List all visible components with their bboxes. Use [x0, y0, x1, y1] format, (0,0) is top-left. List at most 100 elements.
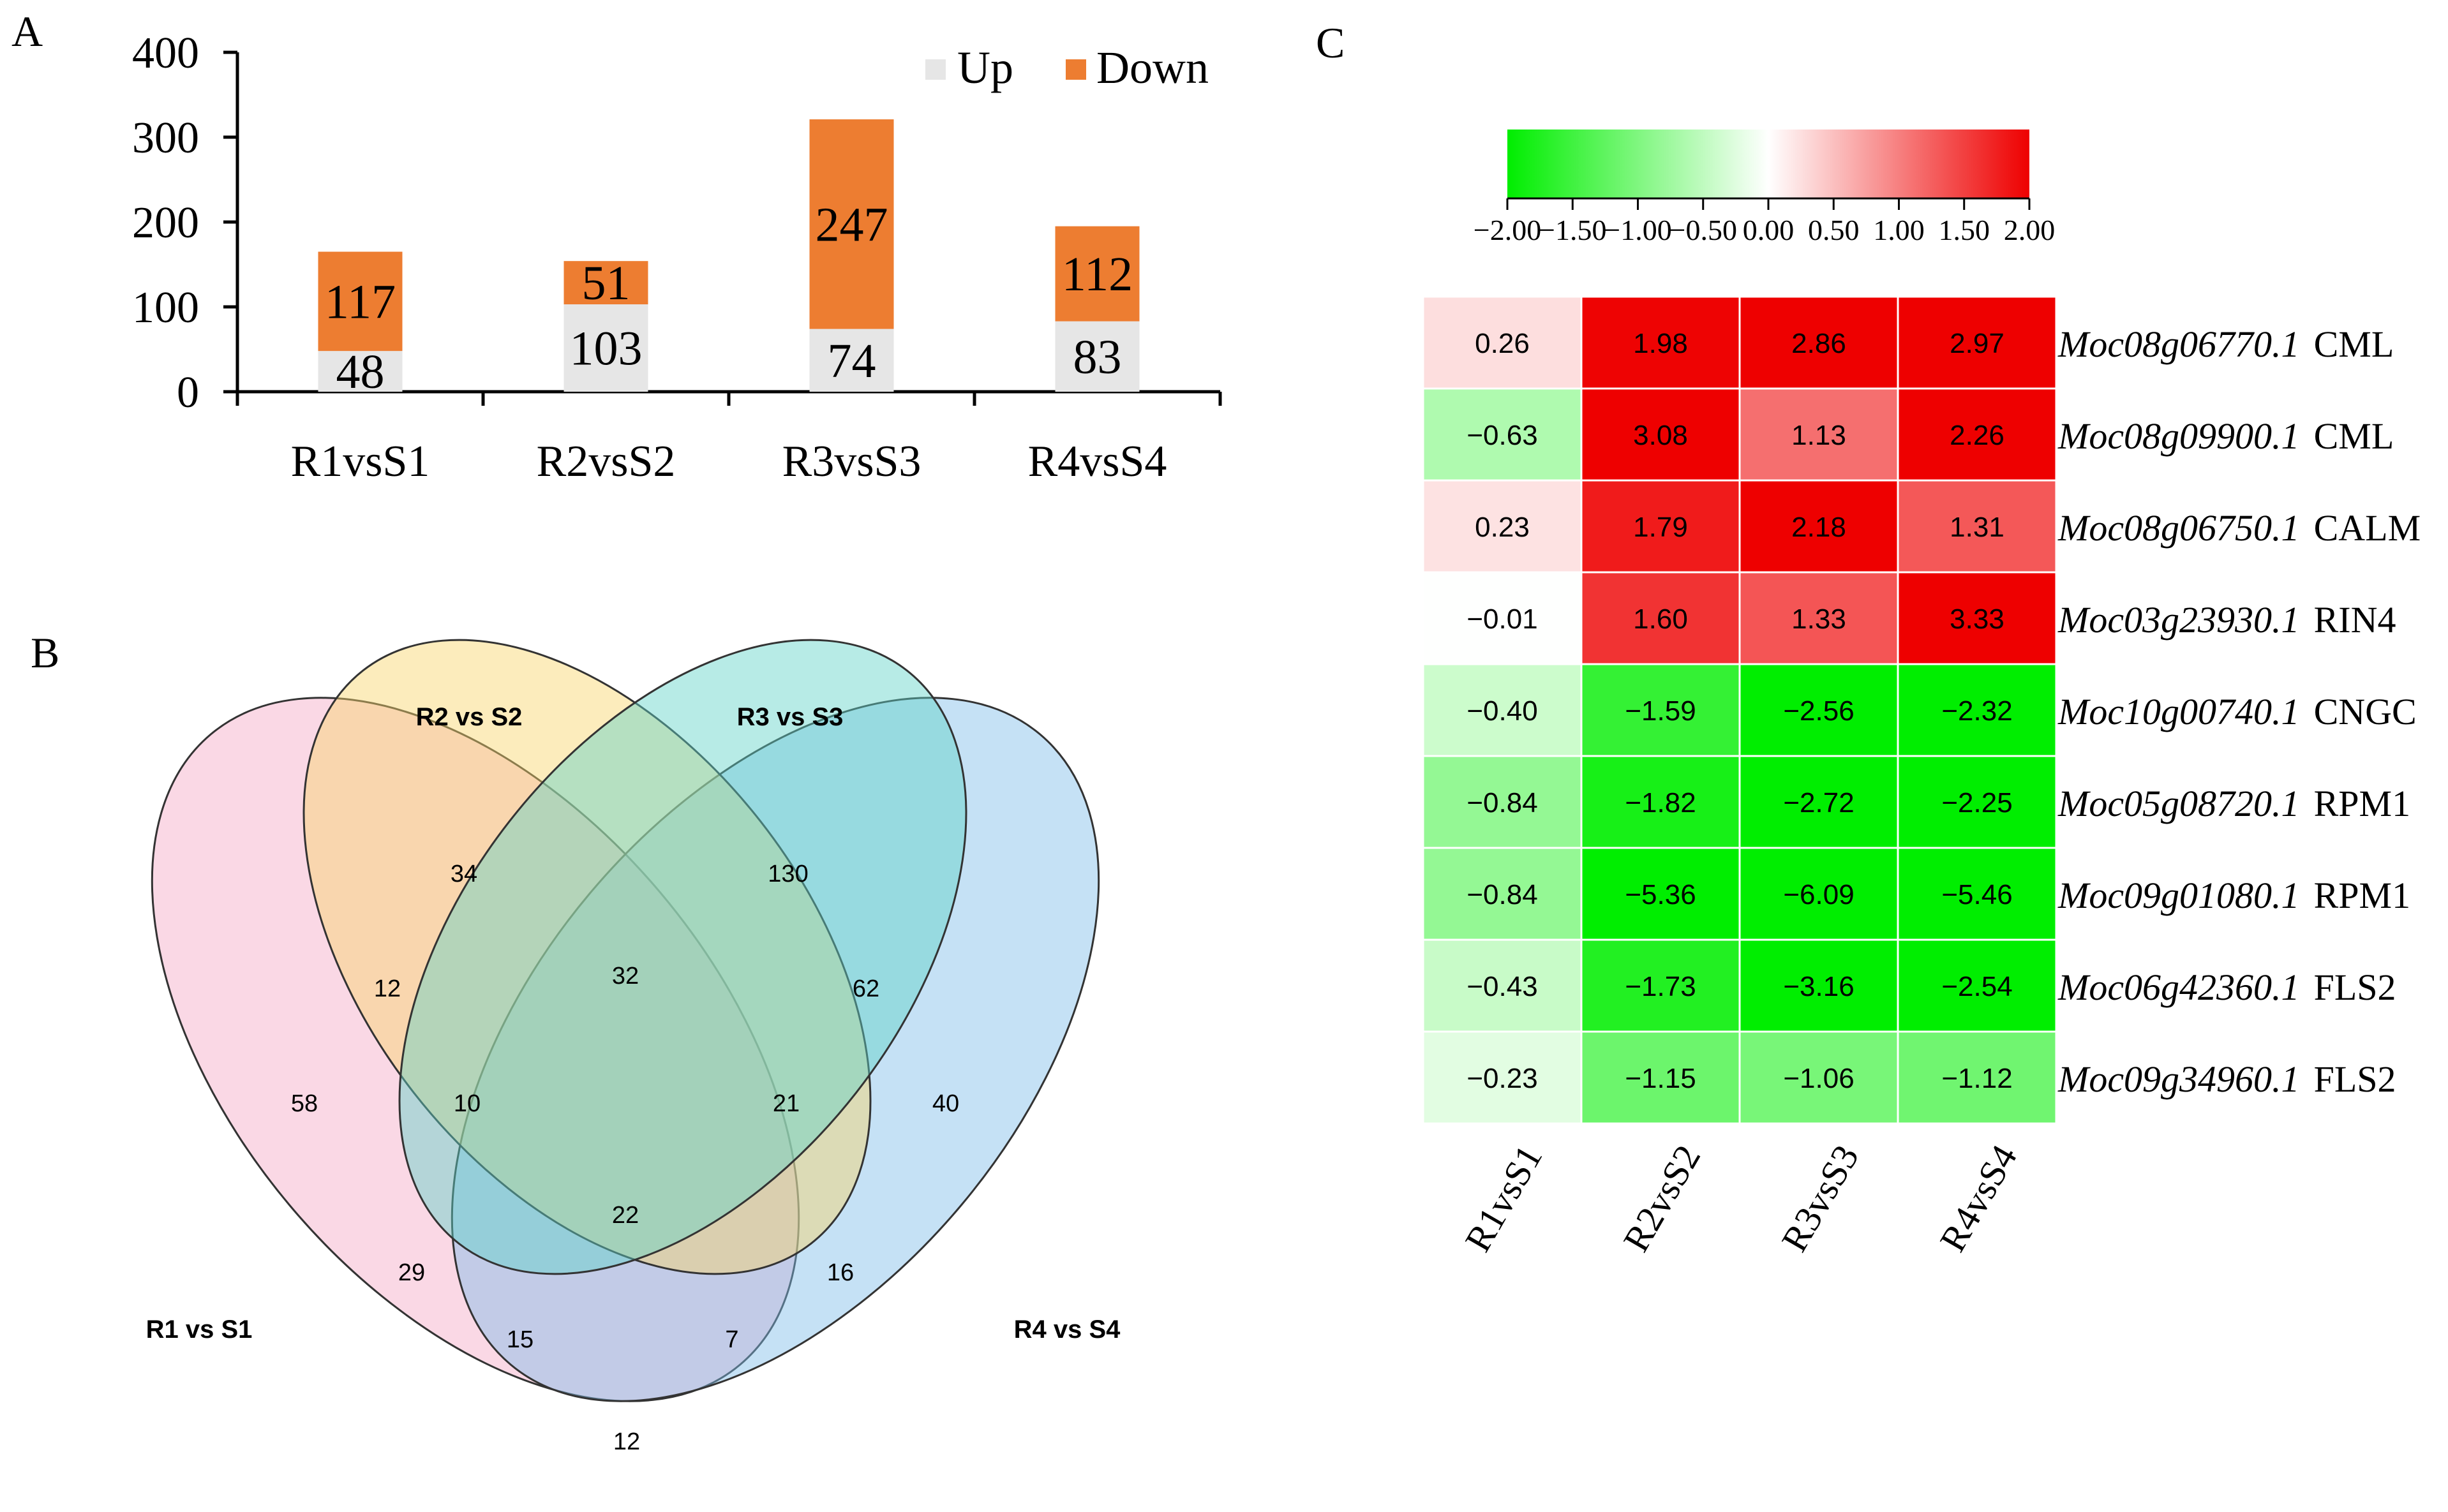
heatmap-cell-value: 2.26 [1950, 420, 2004, 451]
gene-id: Moc09g01080.1 [2057, 875, 2300, 916]
heatmap-cell-value: −2.72 [1783, 787, 1854, 819]
x-tick-label: R1vsS1 [291, 437, 430, 486]
heatmap-cell [1580, 387, 1741, 482]
colorbar-tick-label: −0.50 [1669, 214, 1737, 246]
heatmap-cell [1580, 847, 1741, 941]
heatmap-cell-value: −2.56 [1783, 695, 1854, 727]
y-tick-label: 400 [132, 29, 199, 78]
gene-name: CML [2314, 323, 2394, 365]
venn-set-label-r3: R3 vs S3 [737, 703, 844, 731]
legend-label-up: Up [957, 42, 1013, 93]
heatmap-cell-value: −0.23 [1467, 1063, 1537, 1094]
heatmap: −2.00−1.50−1.00−0.50 0.00 0.50 1.00 1.50 2.00… [1422, 130, 2421, 1259]
heatmap-cell-value: −1.06 [1783, 1063, 1854, 1094]
heatmap-cell [1738, 1030, 1899, 1125]
y-tick-label: 300 [132, 114, 199, 163]
heatmap-cell-value: 3.08 [1633, 420, 1688, 451]
x-tick-label: R4vsS4 [1028, 437, 1167, 486]
bar-segment-up [318, 351, 403, 392]
heatmap-cell-value: 1.79 [1633, 512, 1688, 543]
heatmap-row-label: Moc08g06770.1 CML [2057, 323, 2394, 365]
heatmap-cell [1897, 387, 2057, 482]
heatmap-cell-value: −1.12 [1941, 1063, 2012, 1094]
heatmap-row-label: Moc09g01080.1 RPM1 [2057, 875, 2410, 916]
venn-count: 40 [932, 1090, 959, 1117]
gene-name: FLS2 [2314, 967, 2396, 1008]
heatmap-cell-value: 2.97 [1950, 328, 2004, 359]
heatmap-cell [1422, 387, 1583, 482]
heatmap-cell-value: 2.18 [1791, 512, 1846, 543]
gene-name: RPM1 [2314, 875, 2411, 916]
heatmap-cell [1422, 847, 1583, 941]
gene-id: Moc08g09900.1 [2057, 415, 2300, 457]
heatmap-cell-value: −0.40 [1467, 695, 1537, 727]
heatmap-cell-value: −2.54 [1941, 971, 2012, 1002]
venn-set-r2 [302, 639, 872, 1275]
heatmap-cell [1897, 847, 2057, 941]
heatmap-cell-value: −6.09 [1783, 879, 1854, 910]
venn-count: 34 [451, 861, 477, 887]
heatmap-cell-value: −0.84 [1467, 879, 1537, 910]
bar-segment-down [563, 261, 648, 305]
heatmap-col-label: R2vsS2 [1615, 1138, 1709, 1259]
gene-id: Moc09g34960.1 [2057, 1058, 2300, 1100]
bar-segment-down [809, 119, 894, 329]
venn-count: 12 [613, 1428, 640, 1455]
gene-id: Moc05g08720.1 [2057, 783, 2300, 824]
bar-value-label: 112 [1062, 248, 1133, 301]
bar-chart: 0 100 200 300 400 R1vsS1 R2vsS2 R3vsS3 R4vsS4 4… [132, 29, 1222, 486]
heatmap-cell-value: −5.46 [1941, 879, 2012, 910]
panel-label-c: C [1316, 19, 1345, 67]
heatmap-col-label: R4vsS4 [1932, 1138, 2026, 1259]
venn-set-r3 [398, 639, 967, 1275]
venn-count: 15 [507, 1326, 534, 1353]
colorbar-tick-label: 0.00 [1743, 214, 1795, 246]
heatmap-cell-value: −0.84 [1467, 787, 1537, 819]
legend-swatch-up [925, 59, 946, 80]
bar-value-label: 117 [325, 275, 396, 329]
heatmap-cell-value: −1.73 [1625, 971, 1696, 1002]
venn-count: 62 [853, 975, 879, 1002]
panel-label-a: A [11, 7, 43, 56]
heatmap-cell-value: 1.31 [1950, 512, 2004, 543]
heatmap-row-label: Moc09g34960.1 FLS2 [2057, 1058, 2396, 1100]
bar-segment-down [318, 251, 403, 352]
bar-segment-down [1055, 226, 1140, 322]
heatmap-cell [1738, 755, 1899, 849]
heatmap-cell [1738, 571, 1899, 665]
heatmap-cell [1422, 479, 1583, 574]
heatmap-cell [1897, 571, 2057, 665]
legend-swatch-down [1066, 59, 1086, 80]
heatmap-cell-value: 1.60 [1633, 604, 1688, 635]
heatmap-cell-value: −1.82 [1625, 787, 1696, 819]
venn-set-label-r4: R4 vs S4 [1014, 1316, 1121, 1344]
venn-set-label-r2: R2 vs S2 [416, 703, 523, 731]
heatmap-cell-value: 1.98 [1633, 328, 1688, 359]
heatmap-cell-value: 1.13 [1791, 420, 1846, 451]
colorbar-tick-label: 2.00 [2004, 214, 2056, 246]
x-tick-label: R2vsS2 [537, 437, 676, 486]
heatmap-cell [1897, 479, 2057, 574]
heatmap-cell [1738, 663, 1899, 757]
heatmap-cell-value: −0.43 [1467, 971, 1537, 1002]
heatmap-col-label: R1vsS1 [1457, 1138, 1551, 1259]
bar-legend: Up Down [925, 42, 1209, 93]
colorbar-tick-label: 1.00 [1873, 214, 1925, 246]
colorbar-tick-label: 0.50 [1808, 214, 1860, 246]
heatmap-cell-value: 0.26 [1475, 328, 1530, 359]
venn-count: 10 [454, 1090, 481, 1117]
venn-count: 12 [374, 975, 401, 1002]
heatmap-cell [1422, 755, 1583, 849]
heatmap-cell [1738, 479, 1899, 574]
heatmap-row-label: Moc08g09900.1 CML [2057, 415, 2394, 457]
venn-set-label-r1: R1 vs S1 [146, 1316, 253, 1344]
gene-id: Moc08g06750.1 [2057, 507, 2300, 549]
heatmap-cell [1897, 1030, 2057, 1125]
colorbar-tick-label: −1.50 [1539, 214, 1606, 246]
heatmap-cell-value: 0.23 [1475, 512, 1530, 543]
heatmap-cell [1422, 295, 1583, 390]
heatmap-cell-value: −0.63 [1467, 420, 1537, 451]
gene-id: Moc08g06770.1 [2057, 323, 2300, 365]
heatmap-cell [1422, 1030, 1583, 1125]
bar-segment-up [809, 329, 894, 392]
